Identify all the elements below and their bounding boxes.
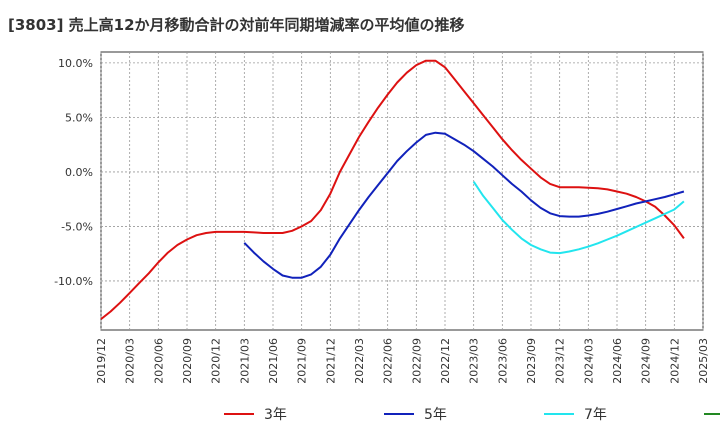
series-line-5年 (243, 131, 685, 279)
x-tick-label: 2021/06 (267, 338, 280, 384)
x-axis-ticks: 2019/12 2020/03 2020/06 2020/09 2020/12 2021/… (95, 338, 710, 384)
x-tick-label: 2023/09 (525, 338, 538, 384)
x-tick-label: 2023/12 (554, 338, 567, 384)
x-tick-label: 2020/09 (181, 338, 194, 384)
grid-lines (100, 52, 704, 330)
y-tick-label: 10.0% (58, 57, 93, 70)
x-tick-label: 2021/09 (296, 338, 309, 384)
plot-border (100, 51, 704, 331)
x-tick-label: 2023/03 (468, 338, 481, 384)
y-tick-label: 0.0% (65, 166, 93, 179)
x-tick-label: 2021/03 (238, 338, 251, 384)
x-tick-label: 2021/12 (324, 338, 337, 384)
plot-area (100, 51, 704, 331)
y-tick-label: 5.0% (65, 111, 93, 124)
series-line-7年 (472, 181, 685, 255)
y-tick-label: -10.0% (54, 275, 93, 288)
x-tick-label: 2024/03 (582, 338, 595, 384)
x-tick-label: 2019/12 (95, 338, 108, 384)
x-tick-label: 2024/12 (668, 338, 681, 384)
x-tick-label: 2022/06 (382, 338, 395, 384)
legend: 3年5年7年10年 (224, 407, 720, 423)
y-axis-ticks: 10.0% 5.0% 0.0% -5.0% -10.0% (54, 57, 93, 288)
x-tick-label: 2022/12 (439, 338, 452, 384)
series-lines (100, 59, 685, 320)
legend-label: 5年 (424, 407, 447, 423)
x-tick-label: 2023/06 (496, 338, 509, 384)
x-tick-label: 2020/03 (124, 338, 137, 384)
x-tick-label: 2020/06 (152, 338, 165, 384)
x-tick-label: 2025/03 (697, 338, 710, 384)
x-tick-label: 2022/03 (353, 338, 366, 384)
x-tick-label: 2022/09 (410, 338, 423, 384)
series-line-3年 (100, 59, 685, 320)
x-tick-label: 2020/12 (210, 338, 223, 384)
x-tick-label: 2024/09 (640, 338, 653, 384)
legend-label: 3年 (264, 407, 287, 423)
legend-label: 7年 (584, 407, 607, 423)
chart-title: [3803] 売上高12か月移動合計の対前年同期増減率の平均値の推移 (8, 16, 465, 34)
x-tick-label: 2024/06 (611, 338, 624, 384)
y-tick-label: -5.0% (61, 220, 93, 233)
